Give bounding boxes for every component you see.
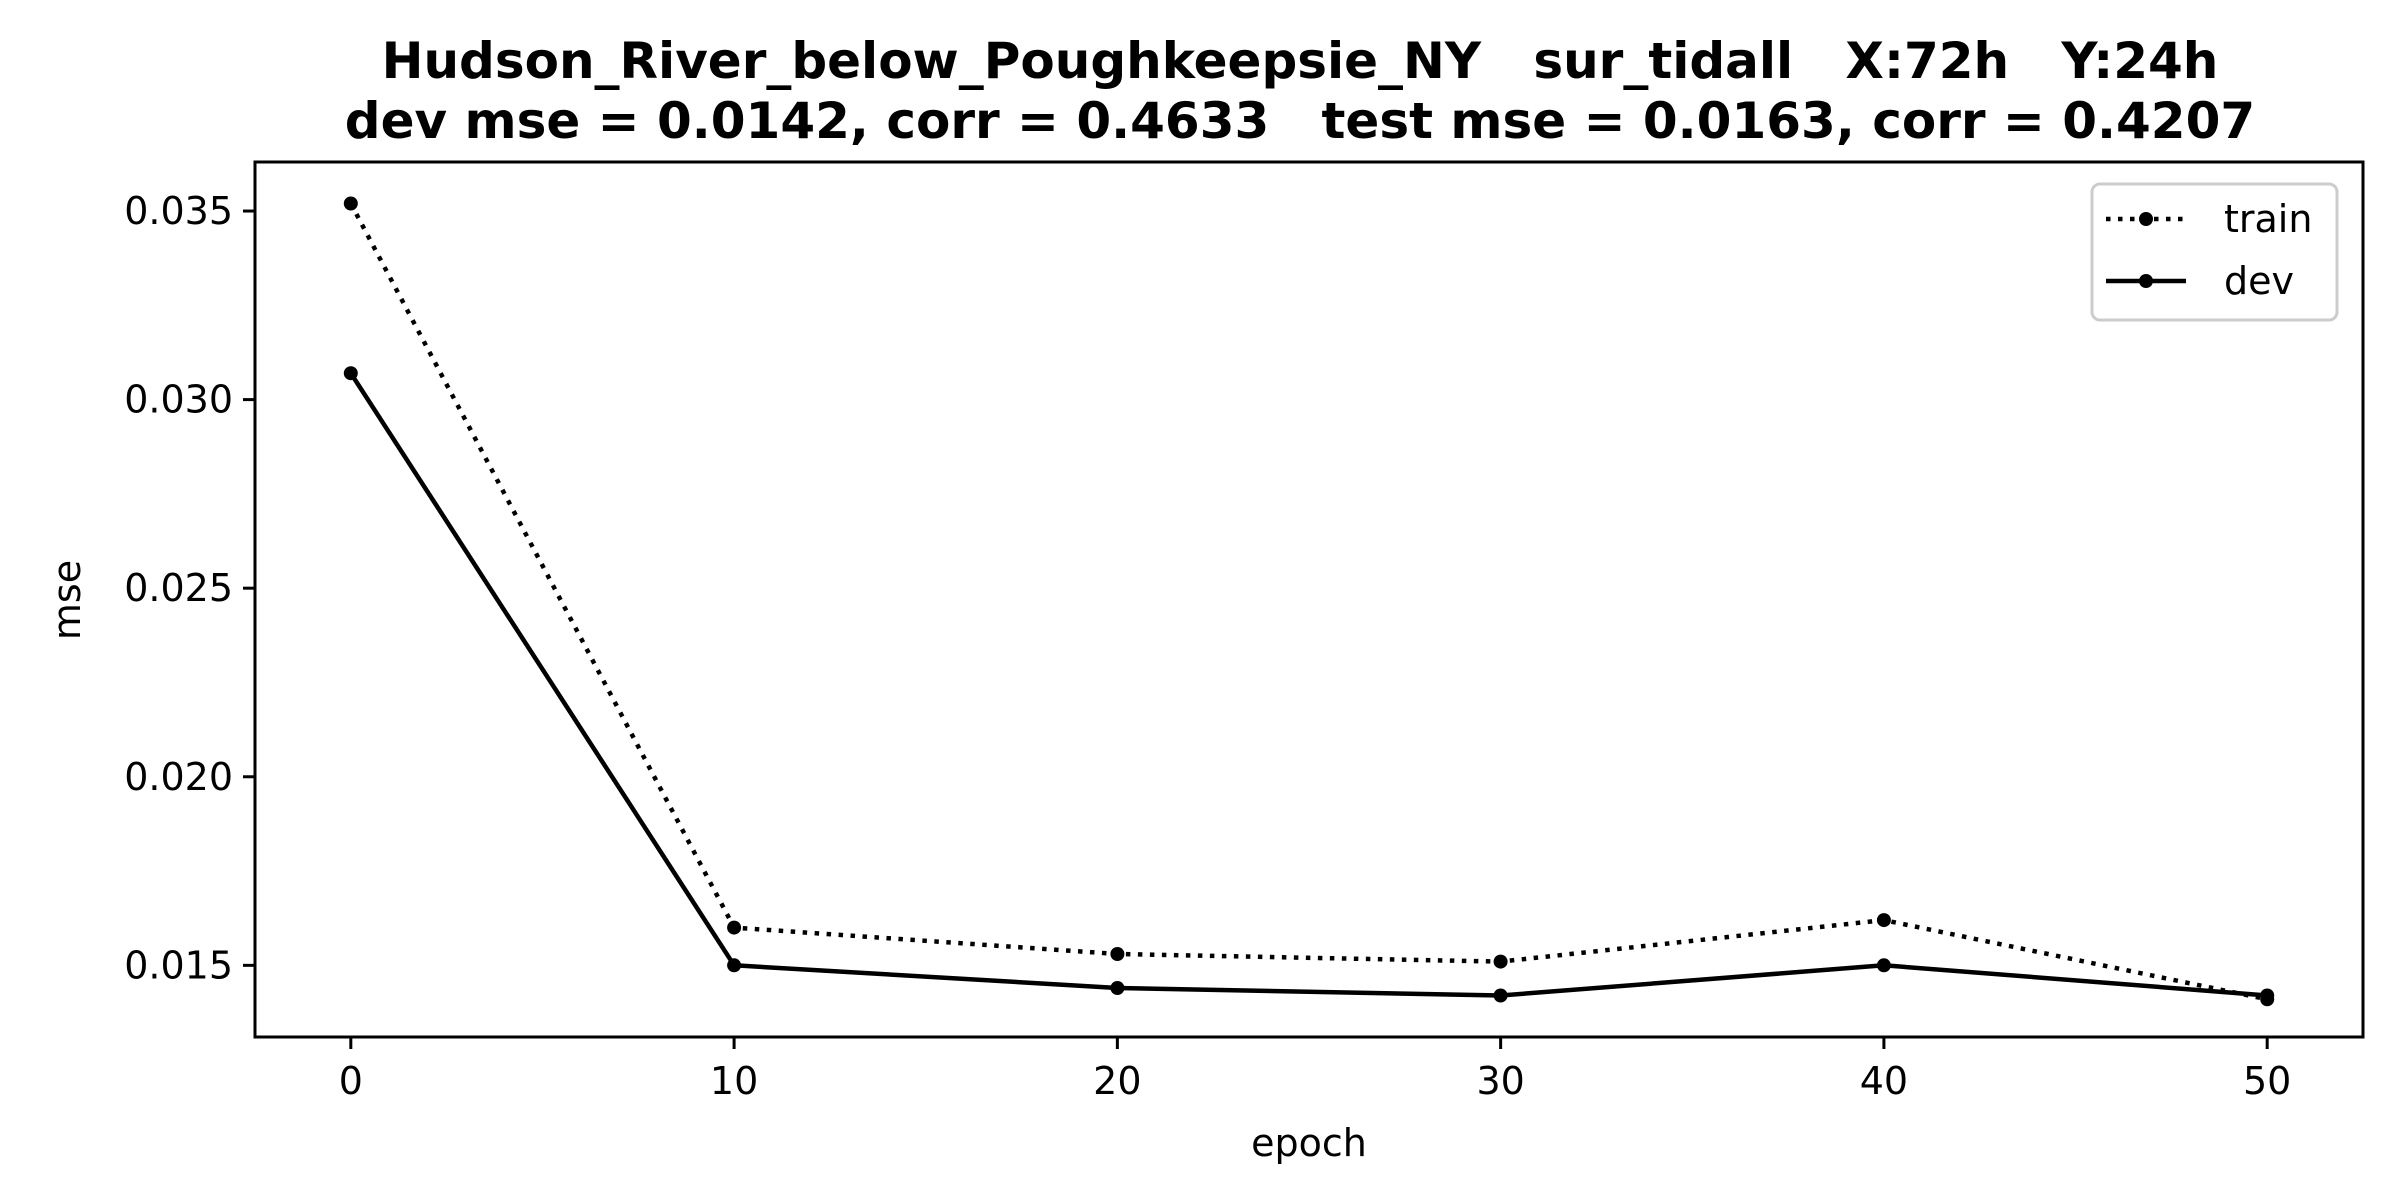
x-tick-label: 30: [1476, 1059, 1524, 1103]
train-data-point: [1110, 947, 1125, 961]
legend-dev-label: dev: [2224, 259, 2294, 303]
train-data-point: [727, 920, 742, 935]
x-tick-label: 50: [2243, 1059, 2291, 1103]
x-tick-label: 10: [710, 1059, 758, 1103]
chart-subtitle: dev mse = 0.0142, corr = 0.4633 test mse…: [345, 92, 2255, 150]
plot-lines: [343, 196, 2275, 1007]
dev-data-point: [1110, 981, 1125, 995]
y-tick-label: 0.025: [124, 566, 233, 610]
legend: train dev: [2090, 182, 2339, 322]
x-axis-label: epoch: [1251, 1121, 1367, 1165]
chart-title: Hudson_River_below_Poughkeepsie_NY sur_t…: [382, 32, 2219, 90]
y-axis-label: mse: [45, 560, 89, 640]
dev-data-point: [727, 958, 742, 973]
train-series-line: [348, 202, 2268, 1002]
legend-dev-marker: [2139, 274, 2153, 288]
dev-data-point: [1876, 958, 1891, 973]
train-data-point: [1876, 913, 1891, 928]
y-tick-label: 0.030: [124, 378, 233, 422]
y-tick-label: 0.035: [124, 189, 233, 233]
x-axis-ticks: 0 10 20 30 40 50: [339, 1037, 2291, 1103]
y-tick-label: 0.015: [124, 943, 233, 987]
dev-data-point: [1493, 988, 1508, 1003]
legend-train-marker: [2139, 212, 2153, 226]
x-tick-label: 40: [1860, 1059, 1908, 1103]
y-axis-ticks: 0.015 0.020 0.025 0.030 0.035: [124, 189, 255, 987]
x-tick-label: 0: [339, 1059, 363, 1103]
train-data-point: [1493, 954, 1508, 969]
legend-train-label: train: [2224, 197, 2312, 241]
x-tick-label: 20: [1093, 1059, 1141, 1103]
dev-data-point: [2260, 988, 2275, 1003]
legend-box: [2090, 182, 2339, 322]
train-data-point: [343, 196, 358, 211]
y-tick-label: 0.020: [124, 755, 233, 799]
dev-data-point: [343, 366, 358, 381]
plot-area-frame: [253, 160, 2365, 1039]
dev-series-line: [348, 371, 2268, 998]
